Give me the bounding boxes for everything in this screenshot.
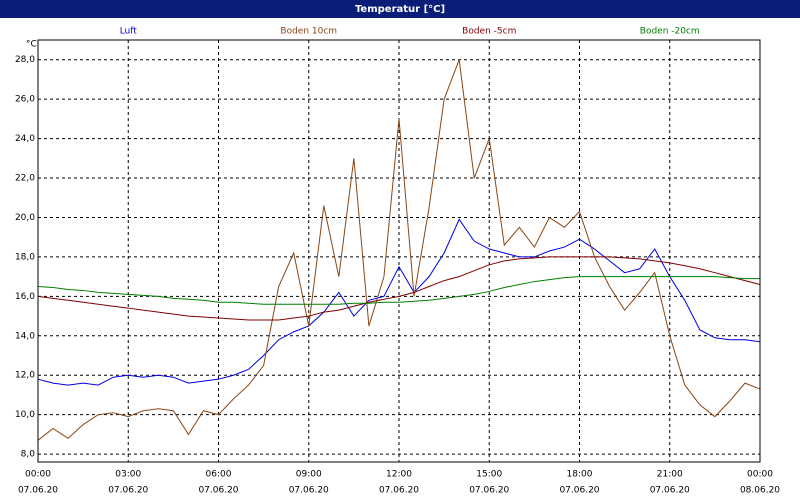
y-tick-label: 26,0 (15, 95, 35, 105)
x-tick-label: 15:00 (476, 470, 502, 480)
x-tick-label: 03:00 (115, 470, 141, 480)
y-tick-label: 14,0 (15, 331, 35, 341)
y-tick-label: 28,0 (15, 55, 35, 65)
x-tick-date: 07.06.20 (18, 486, 58, 496)
x-tick-label: 21:00 (657, 470, 683, 480)
x-tick-label: 12:00 (386, 470, 412, 480)
x-tick-date: 07.06.20 (469, 486, 509, 496)
x-tick-label: 09:00 (296, 470, 322, 480)
x-tick-label: 06:00 (206, 470, 232, 480)
y-tick-label: 12,0 (15, 371, 35, 381)
x-tick-label: 00:00 (747, 470, 773, 480)
x-tick-date: 08.06.20 (740, 486, 780, 496)
legend-entry: Boden -20cm (640, 27, 700, 37)
plot-frame (37, 39, 761, 463)
x-tick-label: 00:00 (25, 470, 51, 480)
title-bar (0, 0, 800, 18)
y-tick-label: 24,0 (15, 134, 35, 144)
x-tick-date: 07.06.20 (108, 486, 148, 496)
series-line (37, 276, 760, 305)
legend-entry: Luft (120, 27, 138, 37)
series-line (37, 218, 761, 386)
y-tick-label: 18,0 (15, 252, 35, 262)
x-tick-date: 07.06.20 (559, 486, 599, 496)
legend-entry: Boden -5cm (462, 27, 516, 37)
y-tick-label: 10,0 (15, 410, 35, 420)
y-tick-label: 16,0 (15, 292, 35, 302)
x-tick-label: 18:00 (567, 470, 593, 480)
series-line (37, 59, 761, 441)
y-unit: °C (26, 40, 37, 50)
y-tick-label: 20,0 (15, 213, 35, 223)
y-tick-label: 8,0 (21, 450, 36, 460)
x-tick-date: 07.06.20 (198, 486, 238, 496)
x-tick-date: 07.06.20 (289, 486, 329, 496)
x-tick-date: 07.06.20 (379, 486, 419, 496)
x-tick-date: 07.06.20 (650, 486, 690, 496)
series-line (37, 256, 761, 321)
legend-entry: Boden 10cm (280, 27, 337, 37)
y-tick-label: 22,0 (15, 174, 35, 184)
chart-title: Temperatur [°C] (355, 4, 445, 15)
